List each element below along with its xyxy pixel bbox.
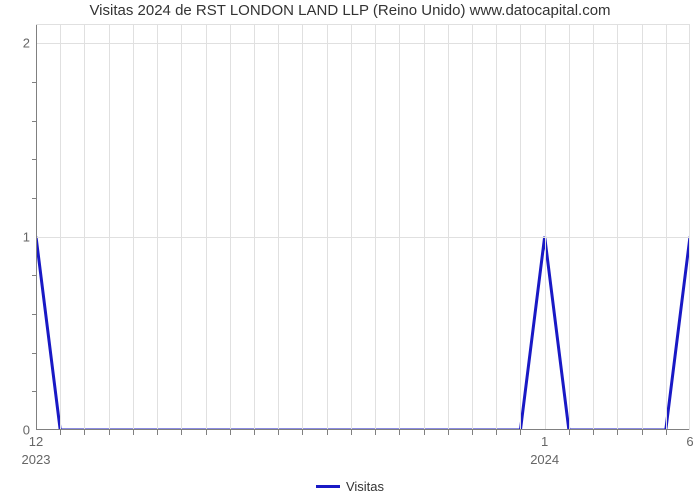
- grid-line-vertical: [375, 24, 376, 430]
- grid-line-horizontal: [36, 237, 690, 238]
- grid-line-vertical: [424, 24, 425, 430]
- grid-line-vertical: [399, 24, 400, 430]
- x-minor-tick: [351, 430, 352, 435]
- plot-area: 012122023120246: [36, 24, 690, 430]
- grid-line-vertical: [520, 24, 521, 430]
- y-tick-label: 2: [23, 36, 30, 51]
- grid-line-vertical: [472, 24, 473, 430]
- grid-line-vertical: [181, 24, 182, 430]
- axis-border-bottom: [36, 429, 690, 430]
- grid-line-vertical: [327, 24, 328, 430]
- grid-line-vertical: [60, 24, 61, 430]
- grid-line-vertical: [230, 24, 231, 430]
- x-minor-tick: [230, 430, 231, 435]
- x-tick-sublabel: 2024: [530, 452, 559, 467]
- x-minor-tick: [302, 430, 303, 435]
- x-minor-tick: [327, 430, 328, 435]
- y-minor-tick: [32, 198, 36, 199]
- grid-line-horizontal: [36, 43, 690, 44]
- legend-label: Visitas: [346, 479, 384, 494]
- legend: Visitas: [0, 478, 700, 494]
- x-minor-tick: [109, 430, 110, 435]
- chart-container: { "chart": { "type": "line", "title": "V…: [0, 0, 700, 500]
- line-chart-svg: [36, 24, 690, 430]
- x-minor-tick: [84, 430, 85, 435]
- grid-line-vertical: [593, 24, 594, 430]
- x-minor-tick: [254, 430, 255, 435]
- x-minor-tick: [424, 430, 425, 435]
- x-minor-tick: [617, 430, 618, 435]
- x-minor-tick: [399, 430, 400, 435]
- grid-line-vertical: [545, 24, 546, 430]
- x-minor-tick: [181, 430, 182, 435]
- y-minor-tick: [32, 314, 36, 315]
- x-minor-tick: [133, 430, 134, 435]
- y-tick-label: 1: [23, 229, 30, 244]
- x-minor-tick: [278, 430, 279, 435]
- axis-border-right: [689, 24, 690, 430]
- y-minor-tick: [32, 275, 36, 276]
- x-minor-tick: [666, 430, 667, 435]
- x-minor-tick: [642, 430, 643, 435]
- legend-swatch: [316, 485, 340, 488]
- y-minor-tick: [32, 121, 36, 122]
- x-tick-label: 12: [29, 434, 43, 449]
- x-minor-tick: [472, 430, 473, 435]
- x-minor-tick: [60, 430, 61, 435]
- y-minor-tick: [32, 391, 36, 392]
- x-minor-tick: [375, 430, 376, 435]
- x-minor-tick: [206, 430, 207, 435]
- grid-line-vertical: [448, 24, 449, 430]
- x-tick-label: 6: [686, 434, 693, 449]
- x-minor-tick: [496, 430, 497, 435]
- grid-line-vertical: [157, 24, 158, 430]
- axis-border-left: [36, 24, 37, 430]
- grid-line-vertical: [302, 24, 303, 430]
- grid-line-vertical: [84, 24, 85, 430]
- chart-title: Visitas 2024 de RST LONDON LAND LLP (Rei…: [0, 2, 700, 19]
- x-minor-tick: [448, 430, 449, 435]
- y-minor-tick: [32, 353, 36, 354]
- grid-line-vertical: [351, 24, 352, 430]
- y-minor-tick: [32, 159, 36, 160]
- x-minor-tick: [593, 430, 594, 435]
- x-tick-label: 1: [541, 434, 548, 449]
- axis-border-top: [36, 24, 690, 25]
- x-tick-sublabel: 2023: [22, 452, 51, 467]
- grid-line-vertical: [254, 24, 255, 430]
- x-minor-tick: [569, 430, 570, 435]
- grid-line-vertical: [496, 24, 497, 430]
- grid-line-vertical: [666, 24, 667, 430]
- grid-line-vertical: [278, 24, 279, 430]
- visitas-series-line: [36, 237, 690, 430]
- y-minor-tick: [32, 82, 36, 83]
- grid-line-vertical: [569, 24, 570, 430]
- grid-line-vertical: [642, 24, 643, 430]
- grid-line-vertical: [133, 24, 134, 430]
- x-minor-tick: [520, 430, 521, 435]
- grid-line-vertical: [206, 24, 207, 430]
- grid-line-vertical: [617, 24, 618, 430]
- grid-line-vertical: [109, 24, 110, 430]
- x-minor-tick: [157, 430, 158, 435]
